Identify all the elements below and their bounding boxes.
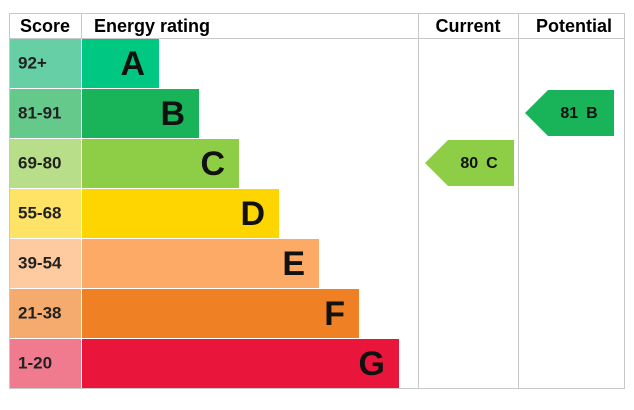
score-header: Score (20, 16, 70, 36)
current-label: 80 C (460, 155, 498, 172)
potential-arrow (525, 90, 614, 136)
rating-bar (82, 89, 199, 138)
rating-letter: C (200, 145, 225, 183)
score-cell (10, 339, 81, 388)
rating-letter: A (120, 45, 145, 83)
rating-bar (82, 39, 159, 88)
score-range: 21-38 (18, 304, 61, 323)
rating-bar (82, 289, 359, 338)
grid (9, 13, 625, 389)
potential-score: 81 (560, 105, 578, 122)
potential-label: 81 B (560, 105, 597, 122)
current-header: Current (435, 16, 500, 36)
score-range: 81-91 (18, 104, 61, 123)
potential-rating: B (586, 105, 598, 122)
score-cell (10, 139, 81, 188)
rating-bar (82, 339, 399, 388)
score-cell (10, 39, 81, 88)
score-range: 92+ (18, 54, 47, 73)
current-rating: C (486, 155, 498, 172)
potential-header: Potential (536, 16, 612, 36)
score-range: 1-20 (18, 354, 52, 373)
score-range: 69-80 (18, 154, 61, 173)
rating-bar (82, 189, 279, 238)
score-cell (10, 189, 81, 238)
rating-letter: G (359, 345, 385, 383)
rating-letter: F (324, 295, 345, 333)
rating-bar (82, 139, 239, 188)
score-cell (10, 89, 81, 138)
rating-letter: E (282, 245, 305, 283)
score-range: 39-54 (18, 254, 62, 273)
rating-letter: B (160, 95, 185, 133)
rating-letter: D (240, 195, 265, 233)
rating-header: Energy rating (94, 16, 210, 36)
current-arrow (425, 140, 514, 186)
rating-bar (82, 239, 319, 288)
score-cell (10, 289, 81, 338)
score-range: 55-68 (18, 204, 61, 223)
score-cell (10, 239, 81, 288)
current-score: 80 (460, 155, 478, 172)
